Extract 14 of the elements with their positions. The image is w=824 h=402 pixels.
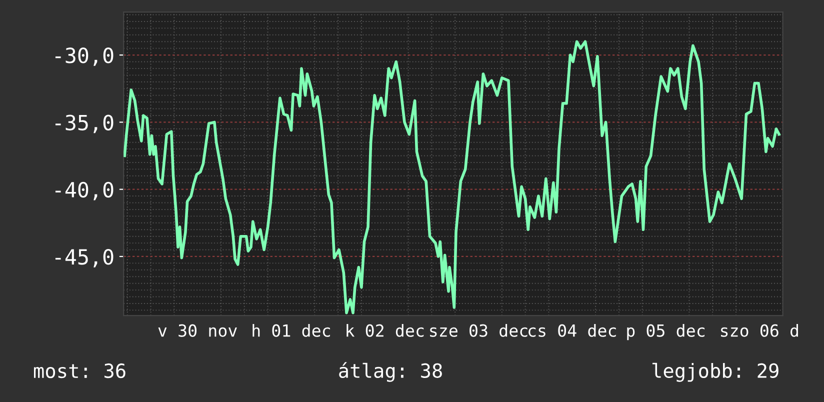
y-tick-label: -45,0 [55,248,114,268]
x-tick-label: k 02 dec [346,324,424,337]
x-tick-label: sze 03 dec [430,324,528,337]
y-tick-label: -30,0 [55,48,114,66]
x-tick-label: szo 06 d [720,324,798,337]
text: legjobb: 29 [652,362,778,382]
x-tick-label: cs 04 dec [528,324,616,337]
y-tick-label: -35,0 [55,114,114,134]
text: átlag: 38 [339,362,442,382]
x-tick-label: v 30 nov [158,324,237,337]
y-tick-label: -40,0 [55,182,114,200]
x-tick-label: h 01 dec [252,324,330,337]
x-tick-label: p 05 dec [627,324,704,340]
text: most: 36 [34,363,126,378]
